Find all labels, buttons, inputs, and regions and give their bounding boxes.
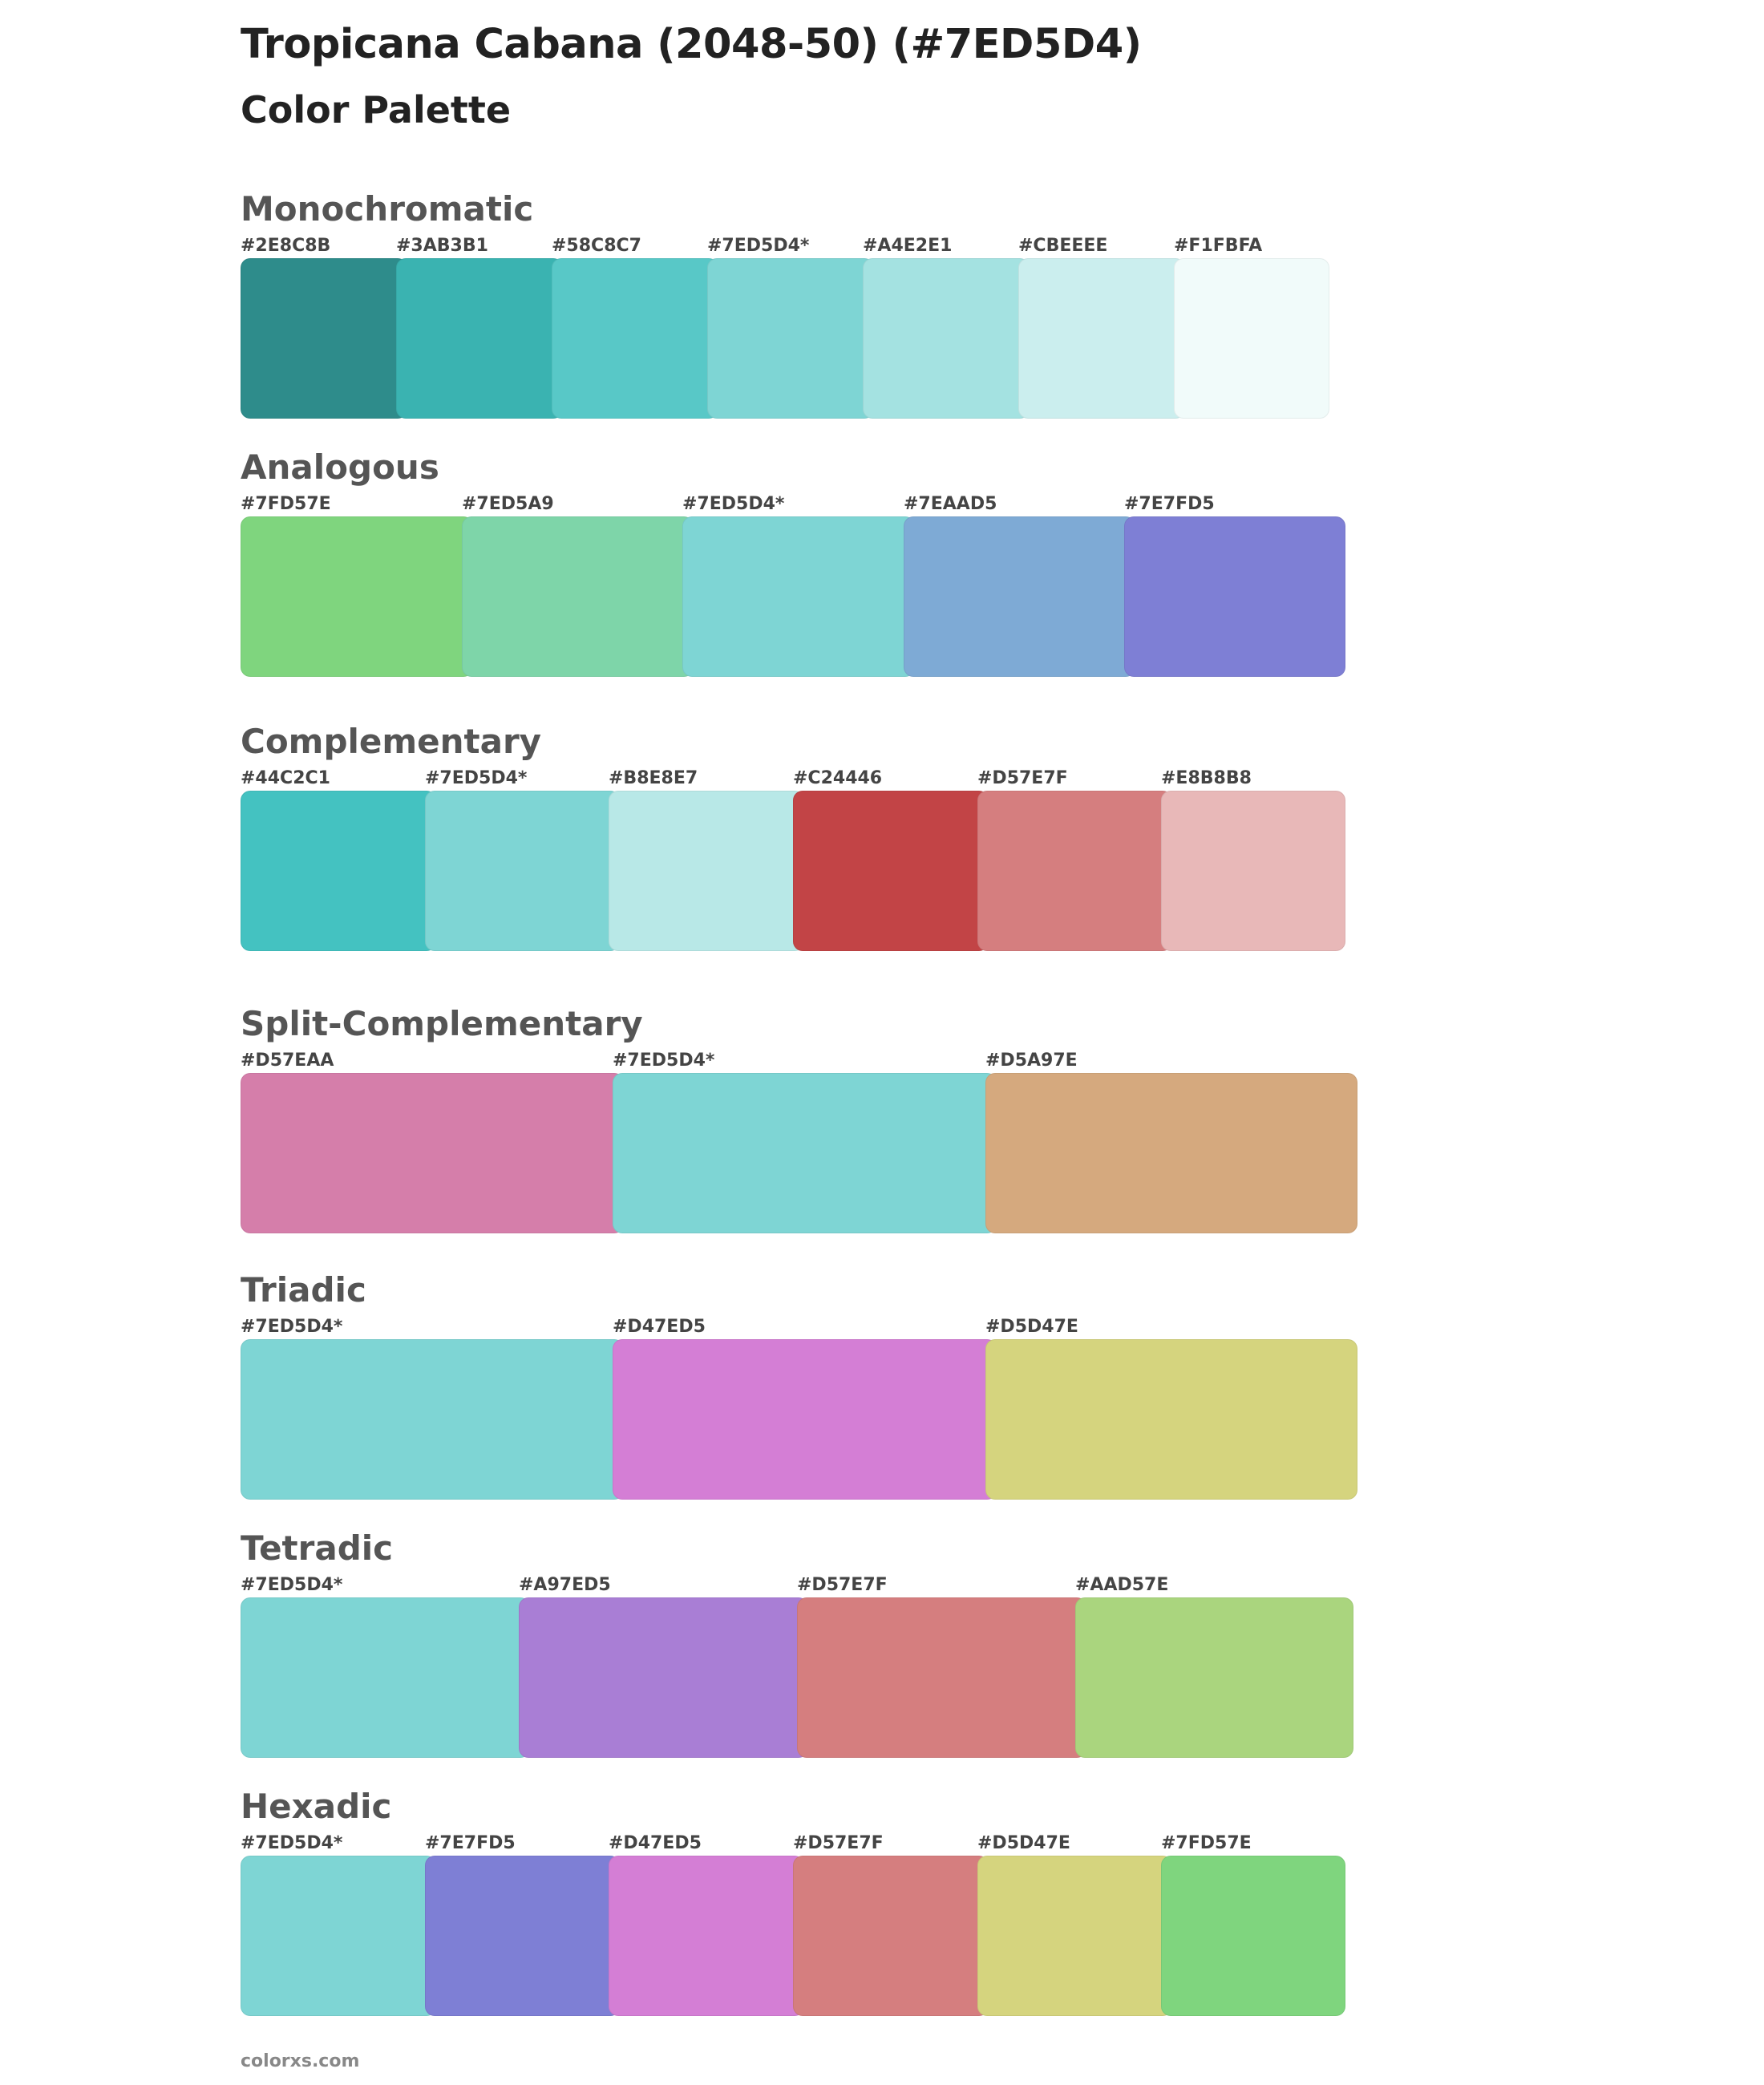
swatch-hex-label[interactable]: #7FD57E	[1161, 1833, 1252, 1853]
swatch-hex-label[interactable]: #7EAAD5	[904, 494, 997, 514]
swatch-strip	[241, 1339, 1363, 1500]
color-swatch[interactable]	[863, 258, 1030, 419]
color-swatch[interactable]	[241, 1073, 624, 1233]
swatch-hex-label[interactable]: #7ED5D4*	[425, 768, 528, 788]
color-swatch[interactable]	[793, 791, 989, 951]
swatch-hex-label[interactable]: #D57E7F	[797, 1575, 888, 1595]
swatch-hex-label[interactable]: #D5D47E	[985, 1317, 1078, 1337]
swatch-hex-label[interactable]: #D5D47E	[977, 1833, 1070, 1853]
site-footer-link[interactable]: colorxs.com	[241, 2051, 360, 2071]
section-title: Analogous	[241, 447, 439, 487]
color-swatch[interactable]	[1161, 1856, 1345, 2016]
color-swatch[interactable]	[1018, 258, 1185, 419]
swatch-hex-label[interactable]: #7ED5D4*	[613, 1051, 715, 1071]
color-swatch[interactable]	[797, 1597, 1086, 1758]
color-swatch[interactable]	[609, 791, 804, 951]
color-swatch[interactable]	[241, 1597, 530, 1758]
swatch-hex-label[interactable]: #D57EAA	[241, 1051, 334, 1071]
swatch-hex-label[interactable]: #E8B8B8	[1161, 768, 1252, 788]
swatch-labels: #7ED5D4* #D47ED5 #D5D47E	[241, 1317, 1363, 1341]
swatch-hex-label[interactable]: #D57E7F	[977, 768, 1068, 788]
section-title: Split-Complementary	[241, 1004, 643, 1043]
swatch-hex-label[interactable]: #AAD57E	[1075, 1575, 1169, 1595]
color-swatch[interactable]	[519, 1597, 808, 1758]
swatch-hex-label[interactable]: #A4E2E1	[863, 236, 953, 256]
color-swatch[interactable]	[396, 258, 563, 419]
swatch-hex-label[interactable]: #D57E7F	[793, 1833, 884, 1853]
swatch-hex-label[interactable]: #7ED5D4*	[682, 494, 785, 514]
swatch-hex-label[interactable]: #44C2C1	[241, 768, 330, 788]
color-swatch[interactable]	[241, 1856, 436, 2016]
swatch-hex-label[interactable]: #7E7FD5	[425, 1833, 516, 1853]
swatch-hex-label[interactable]: #F1FBFA	[1174, 236, 1263, 256]
color-swatch[interactable]	[425, 791, 620, 951]
swatch-hex-label[interactable]: #7ED5D4*	[241, 1833, 343, 1853]
swatch-hex-label[interactable]: #CBEEEE	[1018, 236, 1108, 256]
swatch-hex-label[interactable]: #7ED5A9	[462, 494, 554, 514]
color-swatch[interactable]	[977, 1856, 1172, 2016]
swatch-hex-label[interactable]: #D47ED5	[609, 1833, 702, 1853]
color-swatch[interactable]	[552, 258, 718, 419]
swatch-hex-label[interactable]: #C24446	[793, 768, 883, 788]
swatch-strip	[241, 516, 1363, 677]
color-swatch[interactable]	[241, 516, 473, 677]
swatch-hex-label[interactable]: #7E7FD5	[1124, 494, 1215, 514]
color-swatch[interactable]	[613, 1073, 997, 1233]
swatch-hex-label[interactable]: #2E8C8B	[241, 236, 331, 256]
swatch-strip	[241, 1597, 1363, 1758]
color-swatch[interactable]	[977, 791, 1172, 951]
swatch-hex-label[interactable]: #7ED5D4*	[241, 1317, 343, 1337]
color-swatch[interactable]	[613, 1339, 997, 1500]
swatch-labels: #7FD57E #7ED5A9 #7ED5D4* #7EAAD5 #7E7FD5	[241, 494, 1363, 518]
color-swatch[interactable]	[462, 516, 694, 677]
color-swatch[interactable]	[1124, 516, 1345, 677]
section-title: Triadic	[241, 1270, 366, 1310]
color-swatch[interactable]	[682, 516, 915, 677]
color-swatch[interactable]	[985, 1073, 1357, 1233]
swatch-strip	[241, 1073, 1363, 1233]
swatch-labels: #7ED5D4* #7E7FD5 #D47ED5 #D57E7F #D5D47E #7FD…	[241, 1833, 1363, 1857]
swatch-labels: #2E8C8B #3AB3B1 #58C8C7 #7ED5D4* #A4E2E1 #CBE…	[241, 236, 1363, 260]
color-swatch[interactable]	[985, 1339, 1357, 1500]
color-swatch[interactable]	[1075, 1597, 1353, 1758]
swatch-labels: #7ED5D4* #A97ED5 #D57E7F #AAD57E	[241, 1575, 1363, 1599]
color-swatch[interactable]	[241, 258, 407, 419]
swatch-hex-label[interactable]: #D5A97E	[985, 1051, 1078, 1071]
color-swatch[interactable]	[904, 516, 1135, 677]
swatch-labels: #D57EAA #7ED5D4* #D5A97E	[241, 1051, 1363, 1075]
section-title: Monochromatic	[241, 189, 534, 229]
swatch-hex-label[interactable]: #D47ED5	[613, 1317, 706, 1337]
color-swatch[interactable]	[793, 1856, 989, 2016]
section-title: Complementary	[241, 722, 542, 761]
swatch-strip	[241, 258, 1363, 419]
section-title: Hexadic	[241, 1787, 392, 1826]
swatch-hex-label[interactable]: #58C8C7	[552, 236, 641, 256]
page-title: Tropicana Cabana (2048-50) (#7ED5D4)	[241, 21, 1142, 68]
swatch-hex-label[interactable]: #7ED5D4*	[241, 1575, 343, 1595]
page-subtitle: Color Palette	[241, 88, 512, 132]
swatch-strip	[241, 791, 1363, 951]
color-swatch[interactable]	[241, 1339, 624, 1500]
swatch-hex-label[interactable]: #3AB3B1	[396, 236, 488, 256]
swatch-labels: #44C2C1 #7ED5D4* #B8E8E7 #C24446 #D57E7F #E8B…	[241, 768, 1363, 792]
color-swatch[interactable]	[1174, 258, 1329, 419]
swatch-hex-label[interactable]: #7FD57E	[241, 494, 331, 514]
swatch-hex-label[interactable]: #A97ED5	[519, 1575, 611, 1595]
color-swatch[interactable]	[425, 1856, 620, 2016]
color-swatch[interactable]	[241, 791, 436, 951]
color-swatch[interactable]	[707, 258, 874, 419]
swatch-hex-label[interactable]: #7ED5D4*	[707, 236, 810, 256]
color-swatch[interactable]	[1161, 791, 1345, 951]
swatch-hex-label[interactable]: #B8E8E7	[609, 768, 698, 788]
color-swatch[interactable]	[609, 1856, 804, 2016]
swatch-strip	[241, 1856, 1363, 2016]
section-title: Tetradic	[241, 1528, 394, 1568]
